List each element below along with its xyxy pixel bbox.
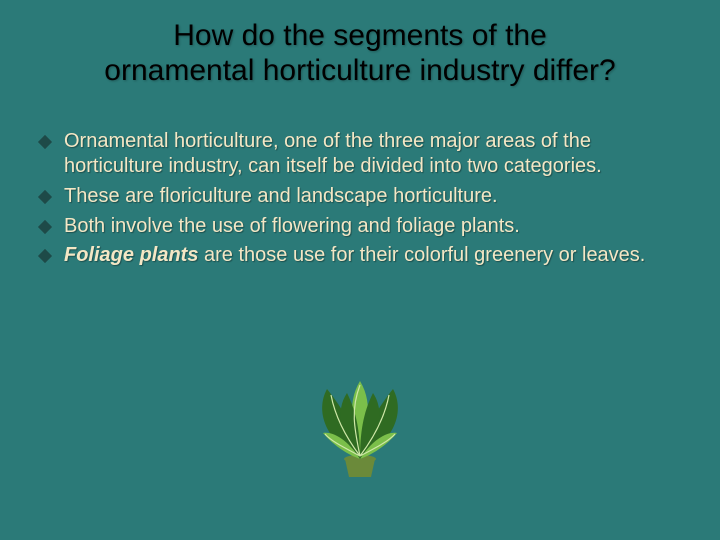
slide-title: How do the segments of the ornamental ho… <box>28 18 692 89</box>
slide: How do the segments of the ornamental ho… <box>0 0 720 540</box>
plant-image <box>305 371 415 486</box>
bullet-item: Foliage plants are those use for their c… <box>34 243 692 269</box>
diamond-bullet-icon <box>38 135 52 149</box>
bullet-item: These are floriculture and landscape hor… <box>34 184 692 210</box>
bullet-text: Both involve the use of flowering and fo… <box>64 215 520 237</box>
title-line-1: How do the segments of the <box>173 19 547 52</box>
diamond-bullet-icon <box>38 249 52 263</box>
bullet-list: Ornamental horticulture, one of the thre… <box>28 129 692 269</box>
bullet-item: Both involve the use of flowering and fo… <box>34 214 692 240</box>
diamond-bullet-icon <box>38 219 52 233</box>
plant-icon <box>305 371 415 481</box>
bullet-emphasis: Foliage plants <box>64 244 198 266</box>
bullet-text: These are floriculture and landscape hor… <box>64 185 498 207</box>
diamond-bullet-icon <box>38 190 52 204</box>
bullet-item: Ornamental horticulture, one of the thre… <box>34 129 692 180</box>
bullet-text: are those use for their colorful greener… <box>198 244 645 266</box>
bullet-text: Ornamental horticulture, one of the thre… <box>64 130 602 178</box>
title-line-2: ornamental horticulture industry differ? <box>104 54 615 87</box>
